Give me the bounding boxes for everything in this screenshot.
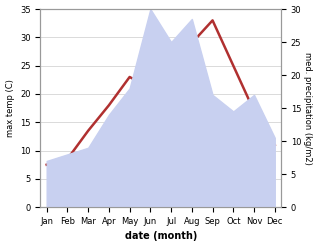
Y-axis label: med. precipitation (kg/m2): med. precipitation (kg/m2) — [303, 52, 313, 165]
Y-axis label: max temp (C): max temp (C) — [5, 79, 15, 137]
X-axis label: date (month): date (month) — [125, 231, 197, 242]
